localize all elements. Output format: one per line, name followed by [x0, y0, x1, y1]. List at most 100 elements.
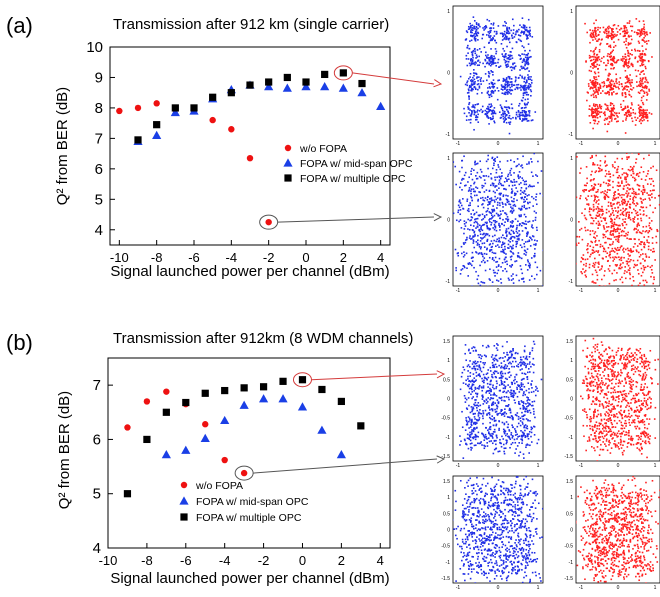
constellation-y-tick: 1.5	[443, 339, 450, 345]
constellation-x-tick: 0	[617, 463, 620, 469]
constellation-y-tick: -1	[569, 435, 574, 441]
legend-marker	[283, 158, 292, 166]
constellation-x-tick: 0	[617, 585, 620, 591]
legend-marker	[285, 145, 291, 151]
data-point	[337, 450, 346, 458]
constellation-x-tick: 1	[537, 288, 540, 294]
constellation-y-tick: -1	[446, 560, 451, 566]
constellation-x-tick: -1	[456, 288, 461, 294]
data-point	[181, 446, 190, 454]
data-point	[201, 434, 210, 442]
data-point	[278, 394, 287, 402]
panel-label-a: (a)	[6, 13, 33, 38]
constellation-x-tick: 1	[654, 141, 657, 147]
x-tick-label: -8	[141, 553, 153, 568]
constellation-y-tick: 0.5	[443, 377, 450, 383]
constellation-y-tick: 0	[447, 71, 450, 77]
constellation-x-tick: 0	[617, 141, 620, 147]
constellation-y-tick: -1.5	[441, 454, 450, 460]
data-point	[376, 102, 385, 110]
constellation-y-tick: -1	[446, 279, 451, 285]
data-point	[135, 105, 141, 111]
constellation-y-tick: 0	[570, 528, 573, 534]
constellation-y-tick: 1	[570, 156, 573, 162]
y-tick-label: 6	[93, 431, 101, 448]
chart-a: Transmission after 912 km (single carrie…	[54, 16, 413, 280]
data-point	[284, 74, 291, 81]
constellation-y-tick: 1	[570, 495, 573, 501]
constellation-y-tick: 1	[447, 358, 450, 364]
constellation-x-tick: 0	[497, 463, 500, 469]
data-point	[302, 78, 309, 85]
legend-label: FOPA w/ multiple OPC	[300, 173, 406, 185]
constellation-x-tick: 0	[497, 585, 500, 591]
constellation-y-tick: -0.5	[564, 416, 573, 422]
chart-title: Transmission after 912 km (single carrie…	[113, 16, 389, 33]
constellation-y-tick: 1	[570, 9, 573, 15]
callout-arrow	[253, 459, 437, 473]
legend-label: FOPA w/ mid-span OPC	[300, 158, 413, 170]
data-point	[228, 126, 234, 132]
y-tick-label: 7	[93, 377, 101, 394]
data-point	[153, 121, 160, 128]
data-point	[317, 426, 326, 434]
constellation-y-tick: 1.5	[443, 479, 450, 485]
legend-marker	[181, 482, 187, 488]
data-point	[299, 376, 306, 383]
constellation-y-tick: 1.5	[566, 339, 573, 345]
constellation-y-tick: 0	[447, 218, 450, 224]
data-point	[357, 88, 366, 96]
data-point	[241, 384, 248, 391]
data-point	[116, 108, 122, 114]
constellation-x-tick: 1	[537, 463, 540, 469]
constellation-x-tick: 0	[617, 288, 620, 294]
data-point	[246, 81, 253, 88]
x-tick-label: 0	[299, 553, 306, 568]
y-tick-label: 10	[86, 39, 103, 56]
x-tick-label: 2	[338, 553, 345, 568]
panel-label-b: (b)	[6, 330, 33, 355]
constellation-y-tick: -1	[569, 132, 574, 138]
data-point	[221, 457, 227, 463]
x-axis-label: Signal launched power per channel (dBm)	[110, 570, 389, 587]
data-point	[358, 80, 365, 87]
data-point	[340, 69, 347, 76]
data-point	[259, 394, 268, 402]
constellation-y-tick: -1.5	[441, 576, 450, 582]
constellation-x-tick: -1	[579, 463, 584, 469]
constellation-y-tick: -0.5	[441, 544, 450, 550]
constellation-y-tick: 0.5	[566, 377, 573, 383]
y-tick-label: 4	[93, 540, 101, 557]
constellation-x-tick: 0	[497, 141, 500, 147]
x-tick-label: -6	[180, 553, 192, 568]
data-point	[357, 422, 364, 429]
data-point	[209, 117, 215, 123]
constellation-panels: 1 0 -1 -1 0 1 1 0 -1 -1 0 1 1 0 -1 -1 0 1 1 0 -1 -1 0 1 1.5 1 0.5 0…	[441, 6, 660, 592]
data-point	[124, 490, 131, 497]
constellation-y-tick: 0	[570, 71, 573, 77]
data-point	[298, 402, 307, 410]
data-point	[240, 401, 249, 409]
constellation-y-tick: 0	[447, 397, 450, 403]
legend-marker	[180, 513, 187, 520]
constellation-y-tick: -1.5	[564, 454, 573, 460]
y-tick-label: 5	[95, 191, 103, 208]
constellation-x-tick: 1	[654, 463, 657, 469]
data-point	[163, 409, 170, 416]
legend-label: FOPA w/ mid-span OPC	[196, 496, 309, 508]
constellation-x-tick: -1	[579, 585, 584, 591]
chart-b: Transmission after 912km (8 WDM channels…	[56, 330, 413, 587]
y-tick-label: 7	[95, 130, 103, 147]
constellation-y-tick: -1	[569, 560, 574, 566]
data-point	[338, 398, 345, 405]
constellation-y-tick: -1	[446, 132, 451, 138]
data-point	[202, 421, 208, 427]
constellation-x-tick: 1	[537, 585, 540, 591]
data-point	[241, 470, 247, 476]
constellation-y-tick: -1	[569, 279, 574, 285]
constellation-x-tick: -1	[456, 141, 461, 147]
constellation-x-tick: -1	[456, 463, 461, 469]
constellation-y-tick: 1	[447, 495, 450, 501]
